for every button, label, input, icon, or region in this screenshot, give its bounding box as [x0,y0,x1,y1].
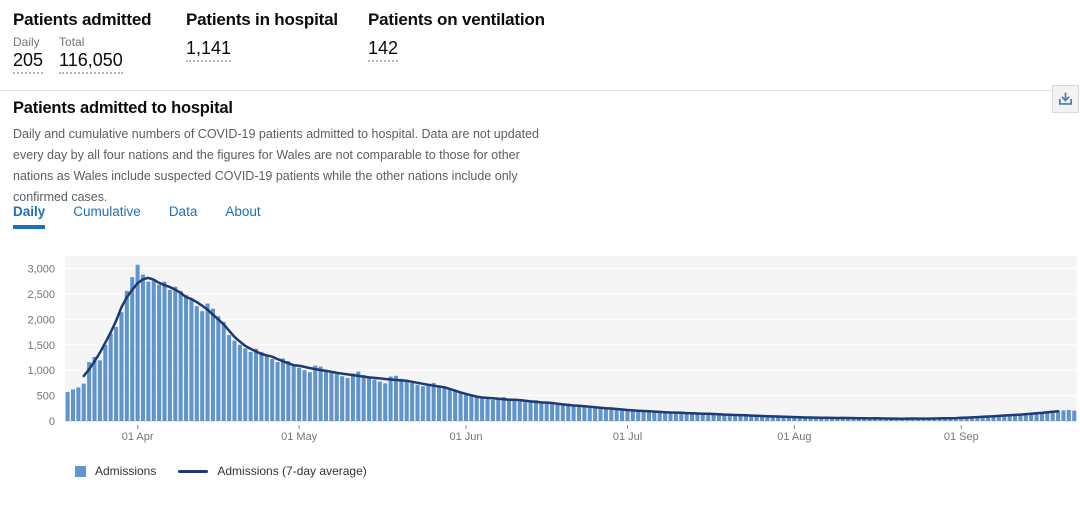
card-description: Daily and cumulative numbers of COVID-19… [13,127,539,204]
stat-daily-value[interactable]: 205 [13,49,44,74]
download-button[interactable] [1052,85,1079,113]
svg-text:01 May: 01 May [281,431,318,443]
admissions-legend-swatch[interactable] [75,465,86,477]
stat-in-hospital-value[interactable]: 1,141 [186,37,232,62]
stat-total: Total 116,050 [59,35,123,74]
svg-text:0: 0 [49,416,55,428]
stat-total-label: Total [59,35,85,49]
tab-about[interactable]: About [225,204,261,219]
download-icon [1057,90,1074,108]
tab-cumulative[interactable]: Cumulative [73,204,141,219]
svg-text:1,000: 1,000 [27,365,55,377]
svg-text:01 Sep: 01 Sep [944,431,979,443]
svg-text:01 Apr: 01 Apr [122,431,154,443]
svg-text:01 Jul: 01 Jul [613,431,642,443]
stat-title: Patients on ventilation [368,10,545,29]
svg-text:2,000: 2,000 [27,314,55,326]
svg-text:2,500: 2,500 [27,289,55,301]
average-legend-label[interactable]: Admissions (7-day average) [217,464,367,478]
admissions-chart[interactable]: 0 500 1,000 1,500 2,000 2,500 3,000 01 Apr 01 Ma… [0,250,1080,460]
svg-text:01 Aug: 01 Aug [777,431,811,443]
tab-data[interactable]: Data [168,204,198,219]
card-title: Patients admitted to hospital [13,99,233,117]
svg-text:3,000: 3,000 [27,264,55,276]
tab-bar: Daily Cumulative Data About [13,204,261,229]
stat-ventilation-value[interactable]: 142 [368,37,399,62]
stat-title: Patients admitted [13,10,152,29]
tab-daily[interactable]: Daily [13,204,46,229]
svg-text:1,500: 1,500 [27,340,55,352]
stat-title: Patients in hospital [186,10,338,29]
average-legend-swatch[interactable] [178,469,209,473]
header-divider [0,90,1080,91]
stat-total-value[interactable]: 116,050 [59,49,123,74]
svg-text:01 Jun: 01 Jun [450,431,483,443]
stat-group-patients-admitted: Patients admitted Daily 205 Total 116,05… [13,10,151,74]
stat-daily: Daily 205 [13,35,44,74]
stat-daily-label: Daily [13,35,40,49]
admissions-legend-label[interactable]: Admissions [95,464,157,478]
stat-group-patients-on-ventilation: Patients on ventilation 142 [368,10,545,62]
stat-group-patients-in-hospital: Patients in hospital 1,141 [186,10,338,62]
chart-legend: Admissions Admissions (7-day average) [75,464,367,478]
svg-text:500: 500 [37,391,55,403]
